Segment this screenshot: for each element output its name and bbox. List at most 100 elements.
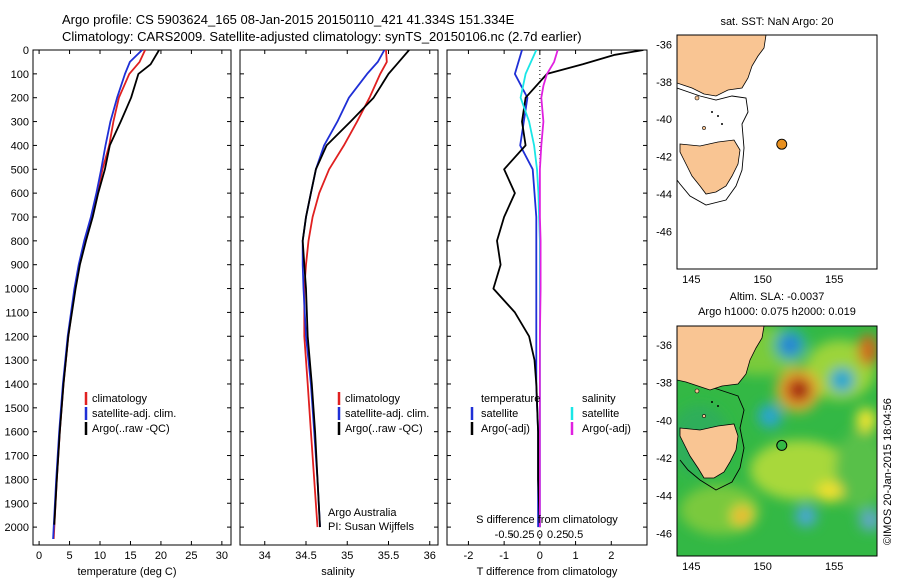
legend-satellite: satellite-adj. clim. xyxy=(92,408,176,420)
axis-ticks: 0100200300400500600700800900100011001200… xyxy=(5,39,844,573)
x-tick-label: -1 xyxy=(499,550,509,562)
depth-tick-label: 100 xyxy=(11,69,29,81)
depth-tick-label: 300 xyxy=(11,117,29,129)
x-tick-label: -2 xyxy=(464,550,474,562)
x-tick-label: 1 xyxy=(573,550,579,562)
legend-climatology: climatology xyxy=(92,393,148,405)
map-y-tick-label: -46 xyxy=(656,528,672,540)
panel-series xyxy=(492,50,644,528)
map-x-tick-label: 145 xyxy=(682,561,700,573)
figure-title-line2: Climatology: CARS2009. Satellite-adjuste… xyxy=(62,29,582,44)
x-tick-label: 35 xyxy=(341,550,353,562)
series-line-t-argo-adj- xyxy=(492,50,644,528)
map-y-tick-label: -38 xyxy=(656,378,672,390)
map-x-tick-label: 145 xyxy=(682,274,700,286)
sst-map-title: sat. SST: NaN Argo: 20 xyxy=(720,16,833,28)
depth-tick-label: 900 xyxy=(11,260,29,272)
map-y-tick-label: -46 xyxy=(656,227,672,239)
depth-tick-label: 1700 xyxy=(5,451,29,463)
depth-tick-label: 800 xyxy=(11,236,29,248)
x-tick-label: 10 xyxy=(94,550,106,562)
salinity-axes xyxy=(239,49,439,546)
series-line-climatology xyxy=(52,50,146,540)
series-line-t-satellite xyxy=(514,50,539,528)
legend-t-satellite: satellite xyxy=(481,408,518,420)
legend-argo: Argo(..raw -QC) xyxy=(92,423,170,435)
legend-argo: Argo(..raw -QC) xyxy=(345,423,423,435)
map-y-tick-label: -40 xyxy=(656,415,672,427)
depth-tick-label: 700 xyxy=(11,212,29,224)
map-y-tick-label: -44 xyxy=(656,491,672,503)
x-tick-label: 36 xyxy=(424,550,436,562)
salinity-legend: climatology satellite-adj. clim. Argo(..… xyxy=(328,392,429,533)
depth-tick-label: 1400 xyxy=(5,379,29,391)
legend-t-argo: Argo(-adj) xyxy=(481,423,530,435)
sst-tasmania xyxy=(679,139,741,195)
map-y-tick-label: -42 xyxy=(656,152,672,164)
sla-mainland xyxy=(677,326,765,391)
sst-mainland xyxy=(677,35,767,97)
sla-bathymetry-contour xyxy=(677,375,745,491)
t-difference-xlabel: T difference from climatology xyxy=(477,566,618,578)
temperature-legend: climatology satellite-adj. clim. Argo(..… xyxy=(84,392,176,435)
legend-salinity-heading: salinity xyxy=(582,393,616,405)
depth-tick-label: 600 xyxy=(11,188,29,200)
series-line-argo-raw-qc- xyxy=(301,50,410,528)
depth-tick-label: 500 xyxy=(11,164,29,176)
sla-map-title-line1: Altim. SLA: -0.0037 xyxy=(730,291,825,303)
difference-axes xyxy=(446,49,648,546)
s-tick-label: -0.25 xyxy=(509,529,534,541)
sst-map-frame xyxy=(676,34,878,270)
x-tick-label: 34 xyxy=(259,550,271,562)
s-tick-label: 0.25 xyxy=(547,529,568,541)
x-tick-label: 34.5 xyxy=(295,550,316,562)
depth-tick-label: 1000 xyxy=(5,284,29,296)
map-x-tick-label: 155 xyxy=(825,274,843,286)
sla-map-title-line2: Argo h1000: 0.075 h2000: 0.019 xyxy=(698,306,856,318)
figure-title-line1: Argo profile: CS 5903624_165 08-Jan-2015… xyxy=(62,12,515,27)
depth-tick-label: 1100 xyxy=(5,307,29,319)
sst-bathymetry-contour xyxy=(677,87,749,206)
map-y-tick-label: -36 xyxy=(656,340,672,352)
s-tick-label: 0.5 xyxy=(568,529,583,541)
sla-tasmania xyxy=(679,423,739,479)
panel-series xyxy=(301,50,410,528)
temperature-axes xyxy=(32,49,232,546)
difference-legend: temperature satellite Argo(-adj) salinit… xyxy=(470,393,631,435)
map-y-tick-label: -40 xyxy=(656,114,672,126)
sla-map xyxy=(677,326,877,556)
x-tick-label: 0 xyxy=(537,550,543,562)
sla-map-frame xyxy=(676,325,878,557)
x-tick-label: 25 xyxy=(185,550,197,562)
x-tick-label: 0 xyxy=(36,550,42,562)
x-tick-label: 30 xyxy=(216,550,228,562)
map-y-tick-label: -38 xyxy=(656,77,672,89)
map-x-tick-label: 150 xyxy=(754,561,772,573)
x-tick-label: 35.5 xyxy=(378,550,399,562)
series-line-s-argo-adj- xyxy=(539,50,559,528)
depth-tick-label: 400 xyxy=(11,140,29,152)
depth-tick-label: 1600 xyxy=(5,427,29,439)
legend-s-argo: Argo(-adj) xyxy=(582,423,631,435)
depth-tick-label: 1300 xyxy=(5,355,29,367)
argo-position-marker-sst xyxy=(776,138,788,150)
sst-map xyxy=(677,35,877,269)
legend-climatology: climatology xyxy=(345,393,401,405)
map-y-tick-label: -42 xyxy=(656,453,672,465)
map-x-tick-label: 155 xyxy=(825,561,843,573)
series-line-argo-raw-qc- xyxy=(53,50,160,525)
map-y-tick-label: -36 xyxy=(656,39,672,51)
series-line-climatology xyxy=(303,50,388,528)
x-tick-label: 2 xyxy=(608,550,614,562)
legend-satellite: satellite-adj. clim. xyxy=(345,408,429,420)
panel-series xyxy=(52,50,160,540)
temperature-xlabel: temperature (deg C) xyxy=(77,566,176,578)
s-difference-xlabel: S difference from climatology xyxy=(476,514,618,526)
depth-tick-label: 1500 xyxy=(5,403,29,415)
series-line-satellite-adj-clim- xyxy=(301,50,386,528)
annotation-argo-australia: Argo Australia xyxy=(328,507,397,519)
imos-credit: ©IMOS 20-Jan-2015 18:04:56 xyxy=(882,398,894,545)
argo-position-marker-sla xyxy=(776,439,788,451)
x-tick-label: 5 xyxy=(66,550,72,562)
